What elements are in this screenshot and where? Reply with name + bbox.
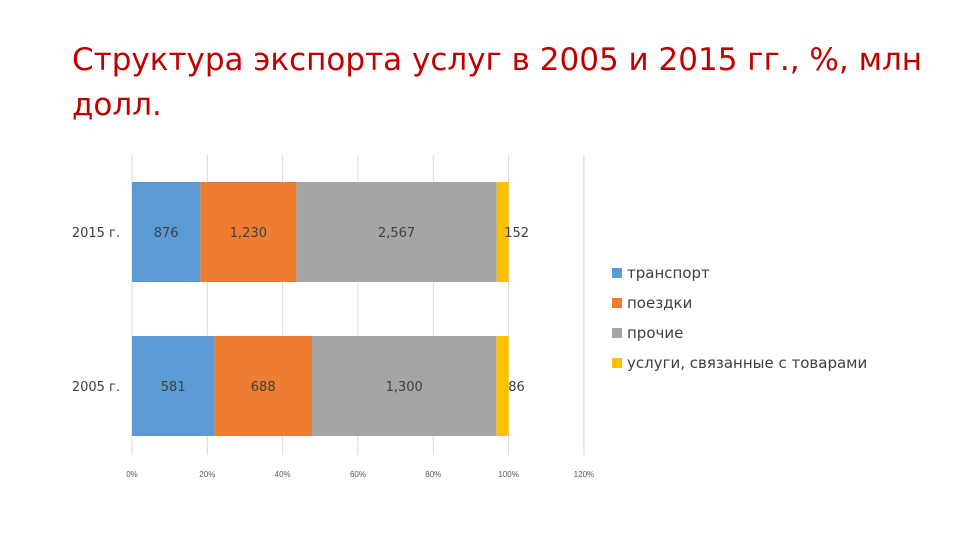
data-label: 688 bbox=[251, 380, 276, 395]
x-tick-label: 20% bbox=[199, 470, 215, 479]
x-tick-label: 60% bbox=[350, 470, 366, 479]
legend-label: транспорт bbox=[627, 264, 710, 282]
legend-label: услуги, связанные с товарами bbox=[627, 354, 868, 372]
bar-segment bbox=[132, 336, 215, 436]
x-tick-label: 80% bbox=[425, 470, 441, 479]
bar-segment bbox=[214, 336, 313, 436]
legend-swatch bbox=[612, 328, 622, 338]
legend-label: прочие bbox=[627, 324, 684, 342]
category-label: 2005 г. bbox=[72, 380, 120, 395]
data-label: 152 bbox=[504, 226, 529, 241]
bar-segment bbox=[312, 336, 497, 436]
x-tick-label: 100% bbox=[498, 470, 518, 479]
data-label: 86 bbox=[508, 380, 525, 395]
legend-item: поездки bbox=[612, 288, 867, 318]
data-label: 2,567 bbox=[378, 226, 415, 241]
data-label: 1,230 bbox=[230, 226, 267, 241]
bar-segment bbox=[496, 336, 509, 436]
legend-item: услуги, связанные с товарами bbox=[612, 348, 867, 378]
x-tick-label: 40% bbox=[275, 470, 291, 479]
legend-swatch bbox=[612, 268, 622, 278]
legend-item: прочие bbox=[612, 318, 867, 348]
x-tick-label: 120% bbox=[574, 470, 594, 479]
legend-swatch bbox=[612, 358, 622, 368]
x-tick-label: 0% bbox=[126, 470, 138, 479]
data-label: 876 bbox=[154, 226, 179, 241]
legend-item: транспорт bbox=[612, 258, 867, 288]
chart-legend: транспорт поездки прочие услуги, связанные … bbox=[612, 258, 867, 378]
bar-segment bbox=[296, 182, 497, 282]
bar-segment bbox=[132, 182, 201, 282]
legend-label: поездки bbox=[627, 294, 693, 312]
legend-swatch bbox=[612, 298, 622, 308]
category-label: 2015 г. bbox=[72, 226, 120, 241]
bar-segment bbox=[496, 182, 509, 282]
slide-title: Структура экспорта услуг в 2005 и 2015 г… bbox=[72, 42, 923, 123]
data-label: 1,300 bbox=[386, 380, 423, 395]
bar-segment bbox=[200, 182, 297, 282]
data-label: 581 bbox=[161, 380, 186, 395]
